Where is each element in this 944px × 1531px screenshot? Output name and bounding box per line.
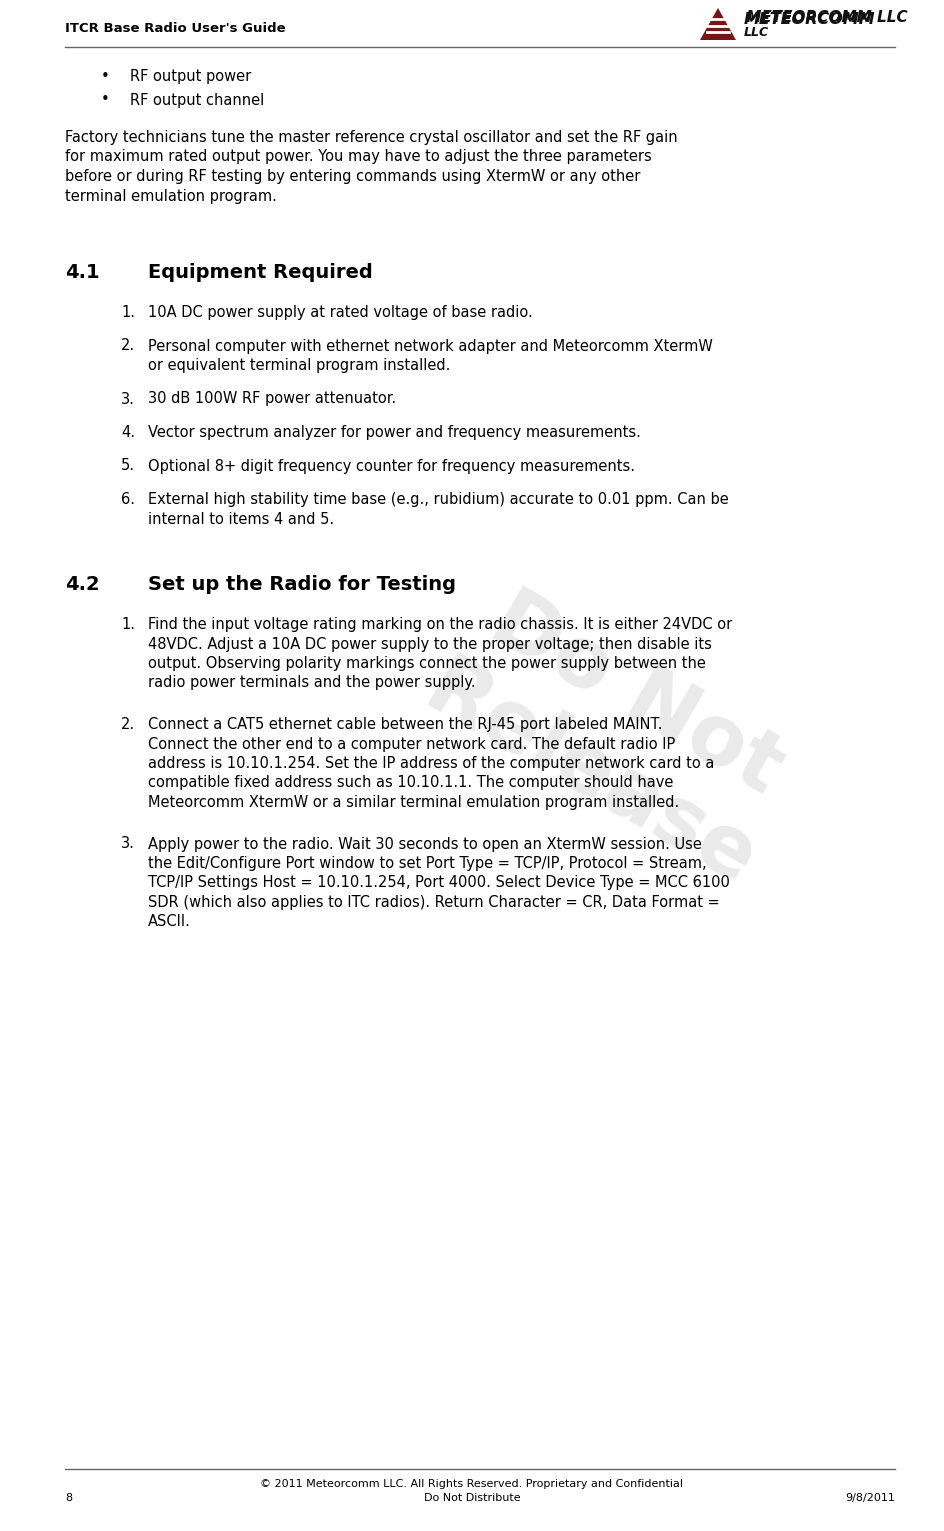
Text: 48VDC. Adjust a 10A DC power supply to the proper voltage; then disable its: 48VDC. Adjust a 10A DC power supply to t…	[148, 637, 712, 652]
Text: © 2011 Meteorcomm LLC. All Rights Reserved. Proprietary and Confidential: © 2011 Meteorcomm LLC. All Rights Reserv…	[261, 1479, 683, 1490]
Text: External high stability time base (e.g., rubidium) accurate to 0.01 ppm. Can be: External high stability time base (e.g.,…	[148, 491, 729, 507]
Text: Personal computer with ethernet network adapter and Meteorcomm XtermW: Personal computer with ethernet network …	[148, 338, 713, 354]
Text: LLC: LLC	[744, 26, 769, 38]
Text: Connect the other end to a computer network card. The default radio IP: Connect the other end to a computer netw…	[148, 736, 675, 752]
Text: SDR (which also applies to ITC radios). Return Character = CR, Data Format =: SDR (which also applies to ITC radios). …	[148, 896, 719, 909]
Text: Equipment Required: Equipment Required	[148, 263, 373, 282]
Text: 2.: 2.	[121, 338, 135, 354]
Text: Apply power to the radio. Wait 30 seconds to open an XtermW session. Use: Apply power to the radio. Wait 30 second…	[148, 836, 702, 851]
Text: 5.: 5.	[121, 458, 135, 473]
Text: before or during RF testing by entering commands using XtermW or any other: before or during RF testing by entering …	[65, 168, 640, 184]
Text: Optional 8+ digit frequency counter for frequency measurements.: Optional 8+ digit frequency counter for …	[148, 458, 635, 473]
Text: METEORCOMM: METEORCOMM	[744, 12, 876, 28]
Text: Find the input voltage rating marking on the radio chassis. It is either 24VDC o: Find the input voltage rating marking on…	[148, 617, 733, 632]
Text: the Edit/Configure Port window to set Port Type = TCP/IP, Protocol = Stream,: the Edit/Configure Port window to set Po…	[148, 856, 707, 871]
Text: •: •	[101, 69, 110, 84]
Text: 4.1: 4.1	[65, 263, 100, 282]
Text: 1.: 1.	[121, 305, 135, 320]
Polygon shape	[700, 8, 736, 40]
Text: RF output channel: RF output channel	[130, 92, 264, 107]
Text: 10A DC power supply at rated voltage of base radio.: 10A DC power supply at rated voltage of …	[148, 305, 532, 320]
Text: 8: 8	[65, 1493, 72, 1503]
Text: 1.: 1.	[121, 617, 135, 632]
Text: •: •	[101, 92, 110, 107]
Text: compatible fixed address such as 10.10.1.1. The computer should have: compatible fixed address such as 10.10.1…	[148, 776, 673, 790]
Text: output. Observing polarity markings connect the power supply between the: output. Observing polarity markings conn…	[148, 655, 706, 671]
Text: 4.: 4.	[121, 426, 135, 439]
Text: or equivalent terminal program installed.: or equivalent terminal program installed…	[148, 358, 450, 374]
Text: Connect a CAT5 ethernet cable between the RJ-45 port labeled MAINT.: Connect a CAT5 ethernet cable between th…	[148, 717, 663, 732]
Text: RF output power: RF output power	[130, 69, 251, 84]
Text: 6.: 6.	[121, 491, 135, 507]
Text: internal to items 4 and 5.: internal to items 4 and 5.	[148, 511, 334, 527]
Text: Meteorcomm XtermW or a similar terminal emulation program installed.: Meteorcomm XtermW or a similar terminal …	[148, 795, 680, 810]
Text: TCP/IP Settings Host = 10.10.1.254, Port 4000. Select Device Type = MCC 6100: TCP/IP Settings Host = 10.10.1.254, Port…	[148, 876, 730, 891]
Text: Do Not
Release: Do Not Release	[411, 566, 817, 903]
Text: Vector spectrum analyzer for power and frequency measurements.: Vector spectrum analyzer for power and f…	[148, 426, 641, 439]
Text: terminal emulation program.: terminal emulation program.	[65, 188, 277, 204]
Text: 30 dB 100W RF power attenuator.: 30 dB 100W RF power attenuator.	[148, 392, 396, 407]
Text: radio power terminals and the power supply.: radio power terminals and the power supp…	[148, 675, 476, 690]
Text: 9/8/2011: 9/8/2011	[845, 1493, 895, 1503]
Text: Factory technicians tune the master reference crystal oscillator and set the RF : Factory technicians tune the master refe…	[65, 130, 678, 145]
Text: 4.2: 4.2	[65, 576, 100, 594]
Text: METEORCOMM LLC: METEORCOMM LLC	[741, 11, 908, 24]
Text: ITCR Base Radio User's Guide: ITCR Base Radio User's Guide	[65, 21, 286, 35]
Text: 3.: 3.	[121, 392, 135, 407]
Text: ASCII.: ASCII.	[148, 914, 191, 929]
Text: address is 10.10.1.254. Set the IP address of the computer network card to a: address is 10.10.1.254. Set the IP addre…	[148, 756, 715, 772]
Text: Do Not Distribute: Do Not Distribute	[424, 1493, 520, 1503]
Text: 2.: 2.	[121, 717, 135, 732]
Text: 3.: 3.	[121, 836, 135, 851]
Text: Set up the Radio for Testing: Set up the Radio for Testing	[148, 576, 456, 594]
Text: for maximum rated output power. You may have to adjust the three parameters: for maximum rated output power. You may …	[65, 150, 651, 164]
